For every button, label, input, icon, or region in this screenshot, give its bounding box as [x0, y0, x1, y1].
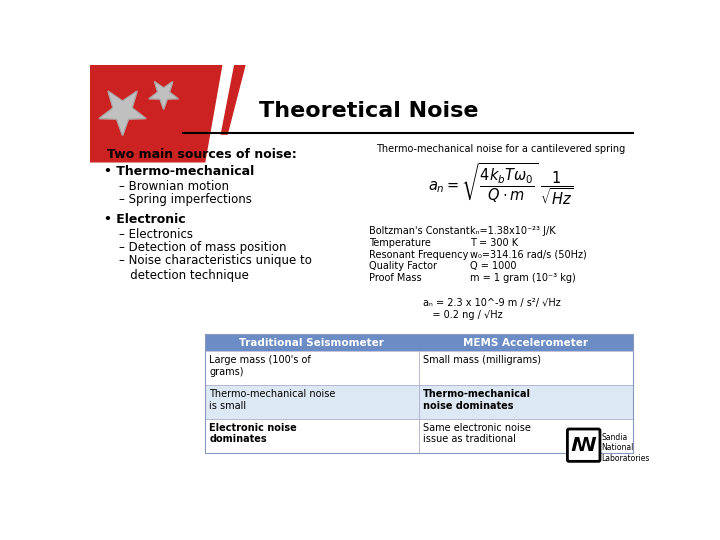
Text: • Electronic: • Electronic	[104, 213, 186, 226]
Text: Theoretical Noise: Theoretical Noise	[259, 101, 479, 121]
Bar	[204, 334, 418, 351]
Text: – Electronics: – Electronics	[120, 228, 194, 241]
Text: Proof Mass: Proof Mass	[369, 273, 422, 283]
Text: = 0.2 ng / √Hz: = 0.2 ng / √Hz	[423, 309, 503, 320]
Text: – Noise characteristics unique to
   detection technique: – Noise characteristics unique to detect…	[120, 254, 312, 282]
Text: kₙ=1.38x10⁻²³ J/K: kₙ=1.38x10⁻²³ J/K	[469, 226, 555, 237]
Polygon shape	[90, 65, 175, 143]
Bar	[418, 334, 632, 351]
Polygon shape	[90, 65, 206, 156]
Text: aₙ = 2.3 x 10^-9 m / s²/ √Hz: aₙ = 2.3 x 10^-9 m / s²/ √Hz	[423, 298, 561, 308]
Bar	[204, 419, 418, 453]
Text: ꟿ: ꟿ	[571, 436, 597, 455]
Polygon shape	[90, 65, 206, 157]
Bar	[418, 351, 632, 385]
Text: Traditional Seismometer: Traditional Seismometer	[239, 338, 384, 348]
Text: Same electronic noise
issue as traditional: Same electronic noise issue as tradition…	[423, 423, 531, 444]
Bar	[204, 385, 418, 419]
Text: Two main sources of noise:: Two main sources of noise:	[107, 148, 297, 161]
Text: Large mass (100's of
grams): Large mass (100's of grams)	[210, 355, 311, 377]
Text: Boltzman's Constant: Boltzman's Constant	[369, 226, 469, 237]
Bar	[204, 334, 632, 453]
Polygon shape	[90, 65, 148, 134]
Text: MEMS Accelerometer: MEMS Accelerometer	[463, 338, 588, 348]
Text: • Thermo-mechanical: • Thermo-mechanical	[104, 165, 254, 178]
Polygon shape	[149, 82, 179, 110]
Polygon shape	[132, 65, 171, 134]
Bar	[418, 419, 632, 453]
Text: Thermo-mechanical noise for a cantilevered spring: Thermo-mechanical noise for a cantilever…	[376, 144, 626, 154]
Text: Small mass (milligrams): Small mass (milligrams)	[423, 355, 541, 365]
Text: $a_n = \sqrt{\dfrac{4k_b T\omega_0}{Q \cdot m}} \; \dfrac{1}{\sqrt{Hz}}$: $a_n = \sqrt{\dfrac{4k_b T\omega_0}{Q \c…	[428, 161, 574, 207]
Text: Electronic noise
dominates: Electronic noise dominates	[210, 423, 297, 444]
Polygon shape	[90, 65, 191, 150]
Text: m = 1 gram (10⁻³ kg): m = 1 gram (10⁻³ kg)	[469, 273, 575, 283]
Polygon shape	[90, 65, 222, 162]
Polygon shape	[90, 65, 152, 138]
Text: – Brownian motion: – Brownian motion	[120, 179, 230, 193]
Text: Thermo-mechanical noise
is small: Thermo-mechanical noise is small	[210, 389, 336, 410]
Text: – Spring imperfections: – Spring imperfections	[120, 193, 252, 206]
Text: Temperature: Temperature	[369, 238, 431, 248]
Text: Sandia
National
Laboratories: Sandia National Laboratories	[601, 433, 650, 463]
Polygon shape	[99, 91, 146, 136]
Polygon shape	[90, 65, 152, 138]
Text: Thermo-mechanical
noise dominates: Thermo-mechanical noise dominates	[423, 389, 531, 410]
Text: Resonant Frequency: Resonant Frequency	[369, 249, 469, 260]
Text: – Detection of mass position: – Detection of mass position	[120, 241, 287, 254]
Text: w₀=314.16 rad/s (50Hz): w₀=314.16 rad/s (50Hz)	[469, 249, 587, 260]
Polygon shape	[200, 65, 245, 134]
Polygon shape	[184, 65, 218, 134]
Polygon shape	[90, 65, 175, 146]
Bar	[418, 385, 632, 419]
Text: Quality Factor: Quality Factor	[369, 261, 437, 271]
Polygon shape	[156, 65, 202, 134]
Polygon shape	[90, 65, 233, 165]
Text: T = 300 K: T = 300 K	[469, 238, 518, 248]
Text: Q = 1000: Q = 1000	[469, 261, 516, 271]
Bar	[204, 351, 418, 385]
FancyBboxPatch shape	[567, 429, 600, 461]
